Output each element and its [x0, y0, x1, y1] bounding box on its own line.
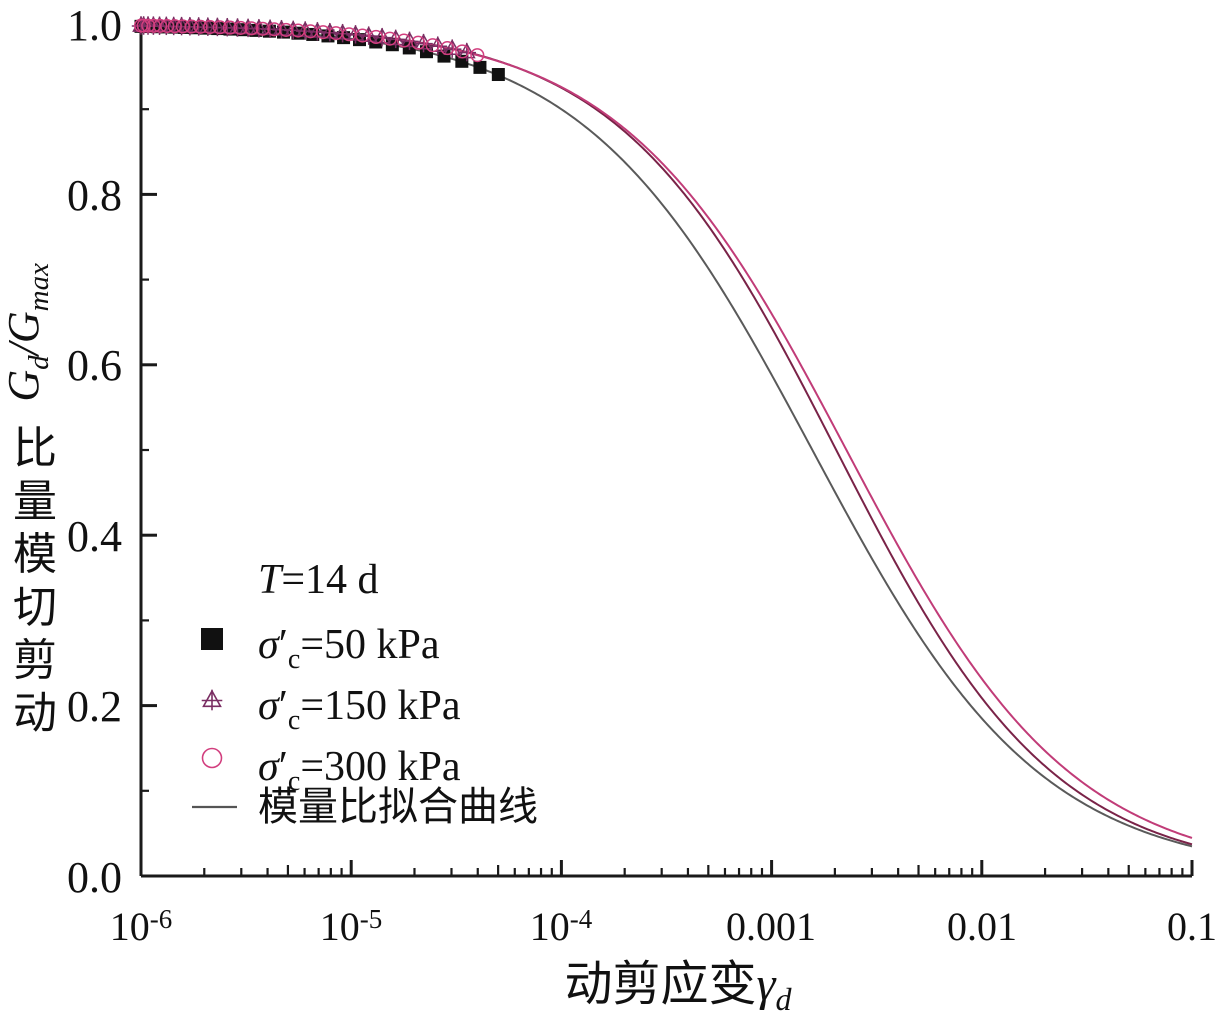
svg-text:0.2: 0.2 — [67, 682, 122, 731]
svg-text:10-5: 10-5 — [320, 904, 383, 949]
svg-text:切: 切 — [13, 583, 57, 632]
svg-text:剪: 剪 — [13, 636, 57, 685]
svg-text:模量比拟合曲线: 模量比拟合曲线 — [258, 784, 538, 829]
svg-text:动: 动 — [13, 689, 57, 738]
svg-text:10-6: 10-6 — [110, 904, 173, 949]
svg-text:10-4: 10-4 — [530, 904, 593, 949]
svg-text:量: 量 — [13, 477, 57, 526]
svg-text:1.0: 1.0 — [67, 1, 122, 50]
svg-text:0.01: 0.01 — [947, 904, 1017, 949]
svg-text:σ′c=50 kPa: σ′c=50 kPa — [258, 622, 440, 675]
svg-text:比: 比 — [13, 424, 57, 473]
svg-text:0.8: 0.8 — [67, 171, 122, 220]
svg-text:T=14 d: T=14 d — [258, 557, 379, 603]
svg-text:0.001: 0.001 — [726, 904, 816, 949]
svg-text:Gd/Gmax: Gd/Gmax — [0, 263, 55, 402]
svg-text:0.1: 0.1 — [1167, 904, 1217, 949]
svg-text:模: 模 — [13, 530, 57, 579]
svg-text:0.6: 0.6 — [67, 341, 122, 390]
svg-text:0.4: 0.4 — [67, 512, 122, 561]
svg-text:动剪应变γd: 动剪应变γd — [565, 958, 793, 1017]
svg-text:σ′c=150 kPa: σ′c=150 kPa — [258, 683, 461, 736]
svg-text:0.0: 0.0 — [67, 853, 122, 902]
